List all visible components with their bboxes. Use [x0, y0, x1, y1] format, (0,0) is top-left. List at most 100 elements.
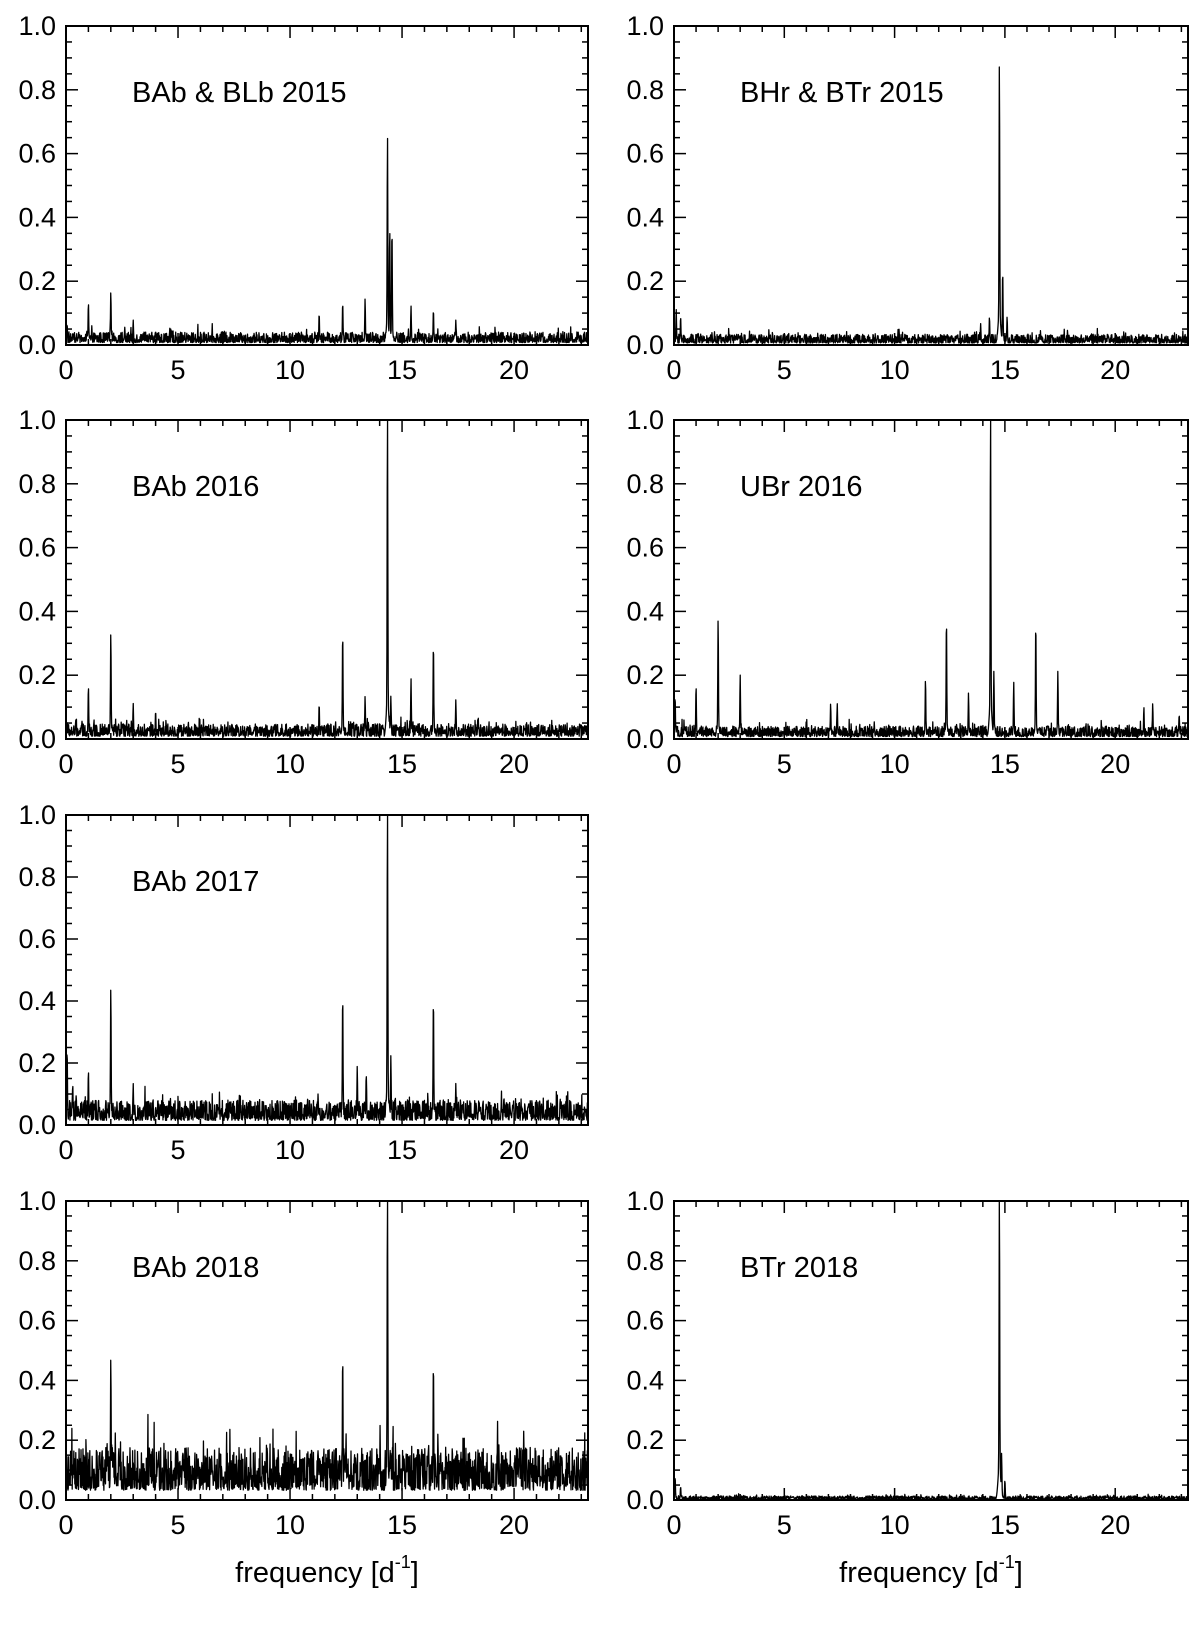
y-tick-label: 1.0	[626, 11, 664, 41]
x-tick-label: 0	[58, 1510, 73, 1540]
y-tick-label: 0.2	[18, 266, 56, 296]
y-tick-label: 0.6	[18, 924, 56, 954]
x-tick-label: 10	[880, 355, 910, 385]
x-tick-label: 15	[387, 749, 417, 779]
y-tick-label: 0.4	[18, 986, 56, 1016]
ticks	[65, 25, 588, 346]
panel-bab-and-blb-2015: 0.0 0.2 0.4 0.6 0.8 1.0 0 5 10 15 20 BAb & BLb 2015	[18, 11, 589, 385]
series-line-bab-and-blb-2015	[65, 137, 589, 344]
plot-frame	[673, 419, 1189, 740]
y-tick-label: 0.6	[626, 139, 664, 169]
y-tick-label: 0.4	[626, 202, 664, 232]
x-tick-label: 15	[387, 1135, 417, 1165]
panel-bab-2018: 0.0 0.2 0.4 0.6 0.8 1.0 0 5 10 15 20 BAb 2018	[18, 1186, 589, 1540]
y-tick-label: 0.2	[18, 1048, 56, 1078]
panel-btr-2018: 0.0 0.2 0.4 0.6 0.8 1.0 0 5 10 15 20 BTr 2018	[626, 1186, 1189, 1540]
x-tick-label: 10	[275, 1135, 305, 1165]
y-tick-label: 0.6	[18, 533, 56, 563]
ticks	[65, 1200, 588, 1501]
panel-label: BTr 2018	[740, 1252, 858, 1284]
y-tick-label: 0.2	[626, 660, 664, 690]
y-tick-label: 0.6	[18, 1306, 56, 1336]
y-tick-label: 0.2	[626, 1425, 664, 1455]
y-tick-label: 0.8	[18, 469, 56, 499]
x-tick-label: 10	[880, 1510, 910, 1540]
y-tick-label: 1.0	[18, 800, 56, 830]
x-tick-label: 15	[990, 1510, 1020, 1540]
y-tick-label: 0.4	[18, 1365, 56, 1395]
plot-frame	[673, 1200, 1189, 1501]
x-tick-label: 15	[387, 355, 417, 385]
x-tick-label: 5	[171, 1135, 186, 1165]
panel-label: BAb 2018	[132, 1252, 259, 1284]
panel-label: BHr & BTr 2015	[740, 77, 944, 109]
x-tick-label: 0	[58, 355, 73, 385]
x-tick-label: 5	[171, 749, 186, 779]
panel-label: BAb 2017	[132, 866, 259, 898]
y-tick-label: 1.0	[626, 1186, 664, 1216]
y-tick-label: 1.0	[18, 1186, 56, 1216]
x-tick-label: 10	[880, 749, 910, 779]
x-tick-label: 5	[777, 749, 792, 779]
y-tick-label: 0.8	[626, 469, 664, 499]
y-tick-label: 0.8	[626, 1246, 664, 1276]
y-tick-label: 1.0	[18, 11, 56, 41]
y-tick-label: 0.4	[626, 596, 664, 626]
ticks	[65, 814, 588, 1126]
x-tick-label: 20	[1100, 355, 1130, 385]
y-tick-label: 0.0	[18, 330, 56, 360]
y-tick-label: 0.0	[626, 330, 664, 360]
y-tick-label: 0.8	[18, 862, 56, 892]
plot-frame	[673, 25, 1189, 346]
x-tick-label: 10	[275, 749, 305, 779]
ticks	[65, 419, 588, 740]
panel-bab-2016: 0.0 0.2 0.4 0.6 0.8 1.0 0 5 10 15 20 BAb 2016	[18, 405, 589, 779]
panel-bhr-and-btr-2015: 0.0 0.2 0.4 0.6 0.8 1.0 0 5 10 15 20 BHr & BTr 2015	[626, 11, 1189, 385]
y-tick-label: 0.2	[18, 1425, 56, 1455]
y-tick-label: 1.0	[626, 405, 664, 435]
y-tick-label: 0.4	[18, 202, 56, 232]
y-tick-label: 0.0	[626, 1485, 664, 1515]
x-tick-label: 0	[58, 749, 73, 779]
panel-label: UBr 2016	[740, 471, 863, 503]
x-tick-label: 20	[1100, 749, 1130, 779]
plot-frame	[65, 814, 589, 1126]
y-tick-label: 0.2	[626, 266, 664, 296]
series-line-bab-2016	[65, 419, 589, 737]
x-tick-label: 20	[499, 749, 529, 779]
y-tick-label: 0.6	[626, 533, 664, 563]
ticks	[673, 419, 1188, 740]
x-tick-label: 0	[666, 749, 681, 779]
x-tick-label: 15	[990, 355, 1020, 385]
plot-frame	[65, 25, 589, 346]
x-tick-label: 10	[275, 1510, 305, 1540]
x-tick-label: 20	[499, 355, 529, 385]
series-line-bab-2018	[65, 1200, 589, 1491]
x-tick-label: 10	[275, 355, 305, 385]
y-tick-label: 0.6	[18, 139, 56, 169]
panel-label: BAb 2016	[132, 471, 259, 503]
x-tick-label: 5	[171, 355, 186, 385]
panel-bab-2017: 0.0 0.2 0.4 0.6 0.8 1.0 0 5 10 15 20 BAb 2017	[18, 800, 589, 1165]
ticks	[673, 25, 1188, 346]
x-tick-label: 0	[666, 355, 681, 385]
y-tick-label: 0.0	[18, 724, 56, 754]
x-axis-label: frequency [d-1]	[235, 1552, 419, 1589]
ticks	[673, 1200, 1188, 1501]
y-tick-label: 0.0	[18, 1110, 56, 1140]
x-axis-labels: frequency [d-1] frequency [d-1]	[235, 1552, 1023, 1589]
y-tick-label: 0.0	[626, 724, 664, 754]
x-tick-label: 20	[499, 1135, 529, 1165]
y-tick-label: 0.8	[18, 75, 56, 105]
series-line-bab-2017	[65, 814, 589, 1121]
y-tick-label: 0.6	[626, 1306, 664, 1336]
x-tick-label: 15	[990, 749, 1020, 779]
x-tick-label: 20	[1100, 1510, 1130, 1540]
panel-label: BAb & BLb 2015	[132, 77, 346, 109]
x-tick-label: 15	[387, 1510, 417, 1540]
y-tick-label: 0.4	[18, 596, 56, 626]
y-tick-label: 0.0	[18, 1485, 56, 1515]
y-tick-label: 0.8	[18, 1246, 56, 1276]
